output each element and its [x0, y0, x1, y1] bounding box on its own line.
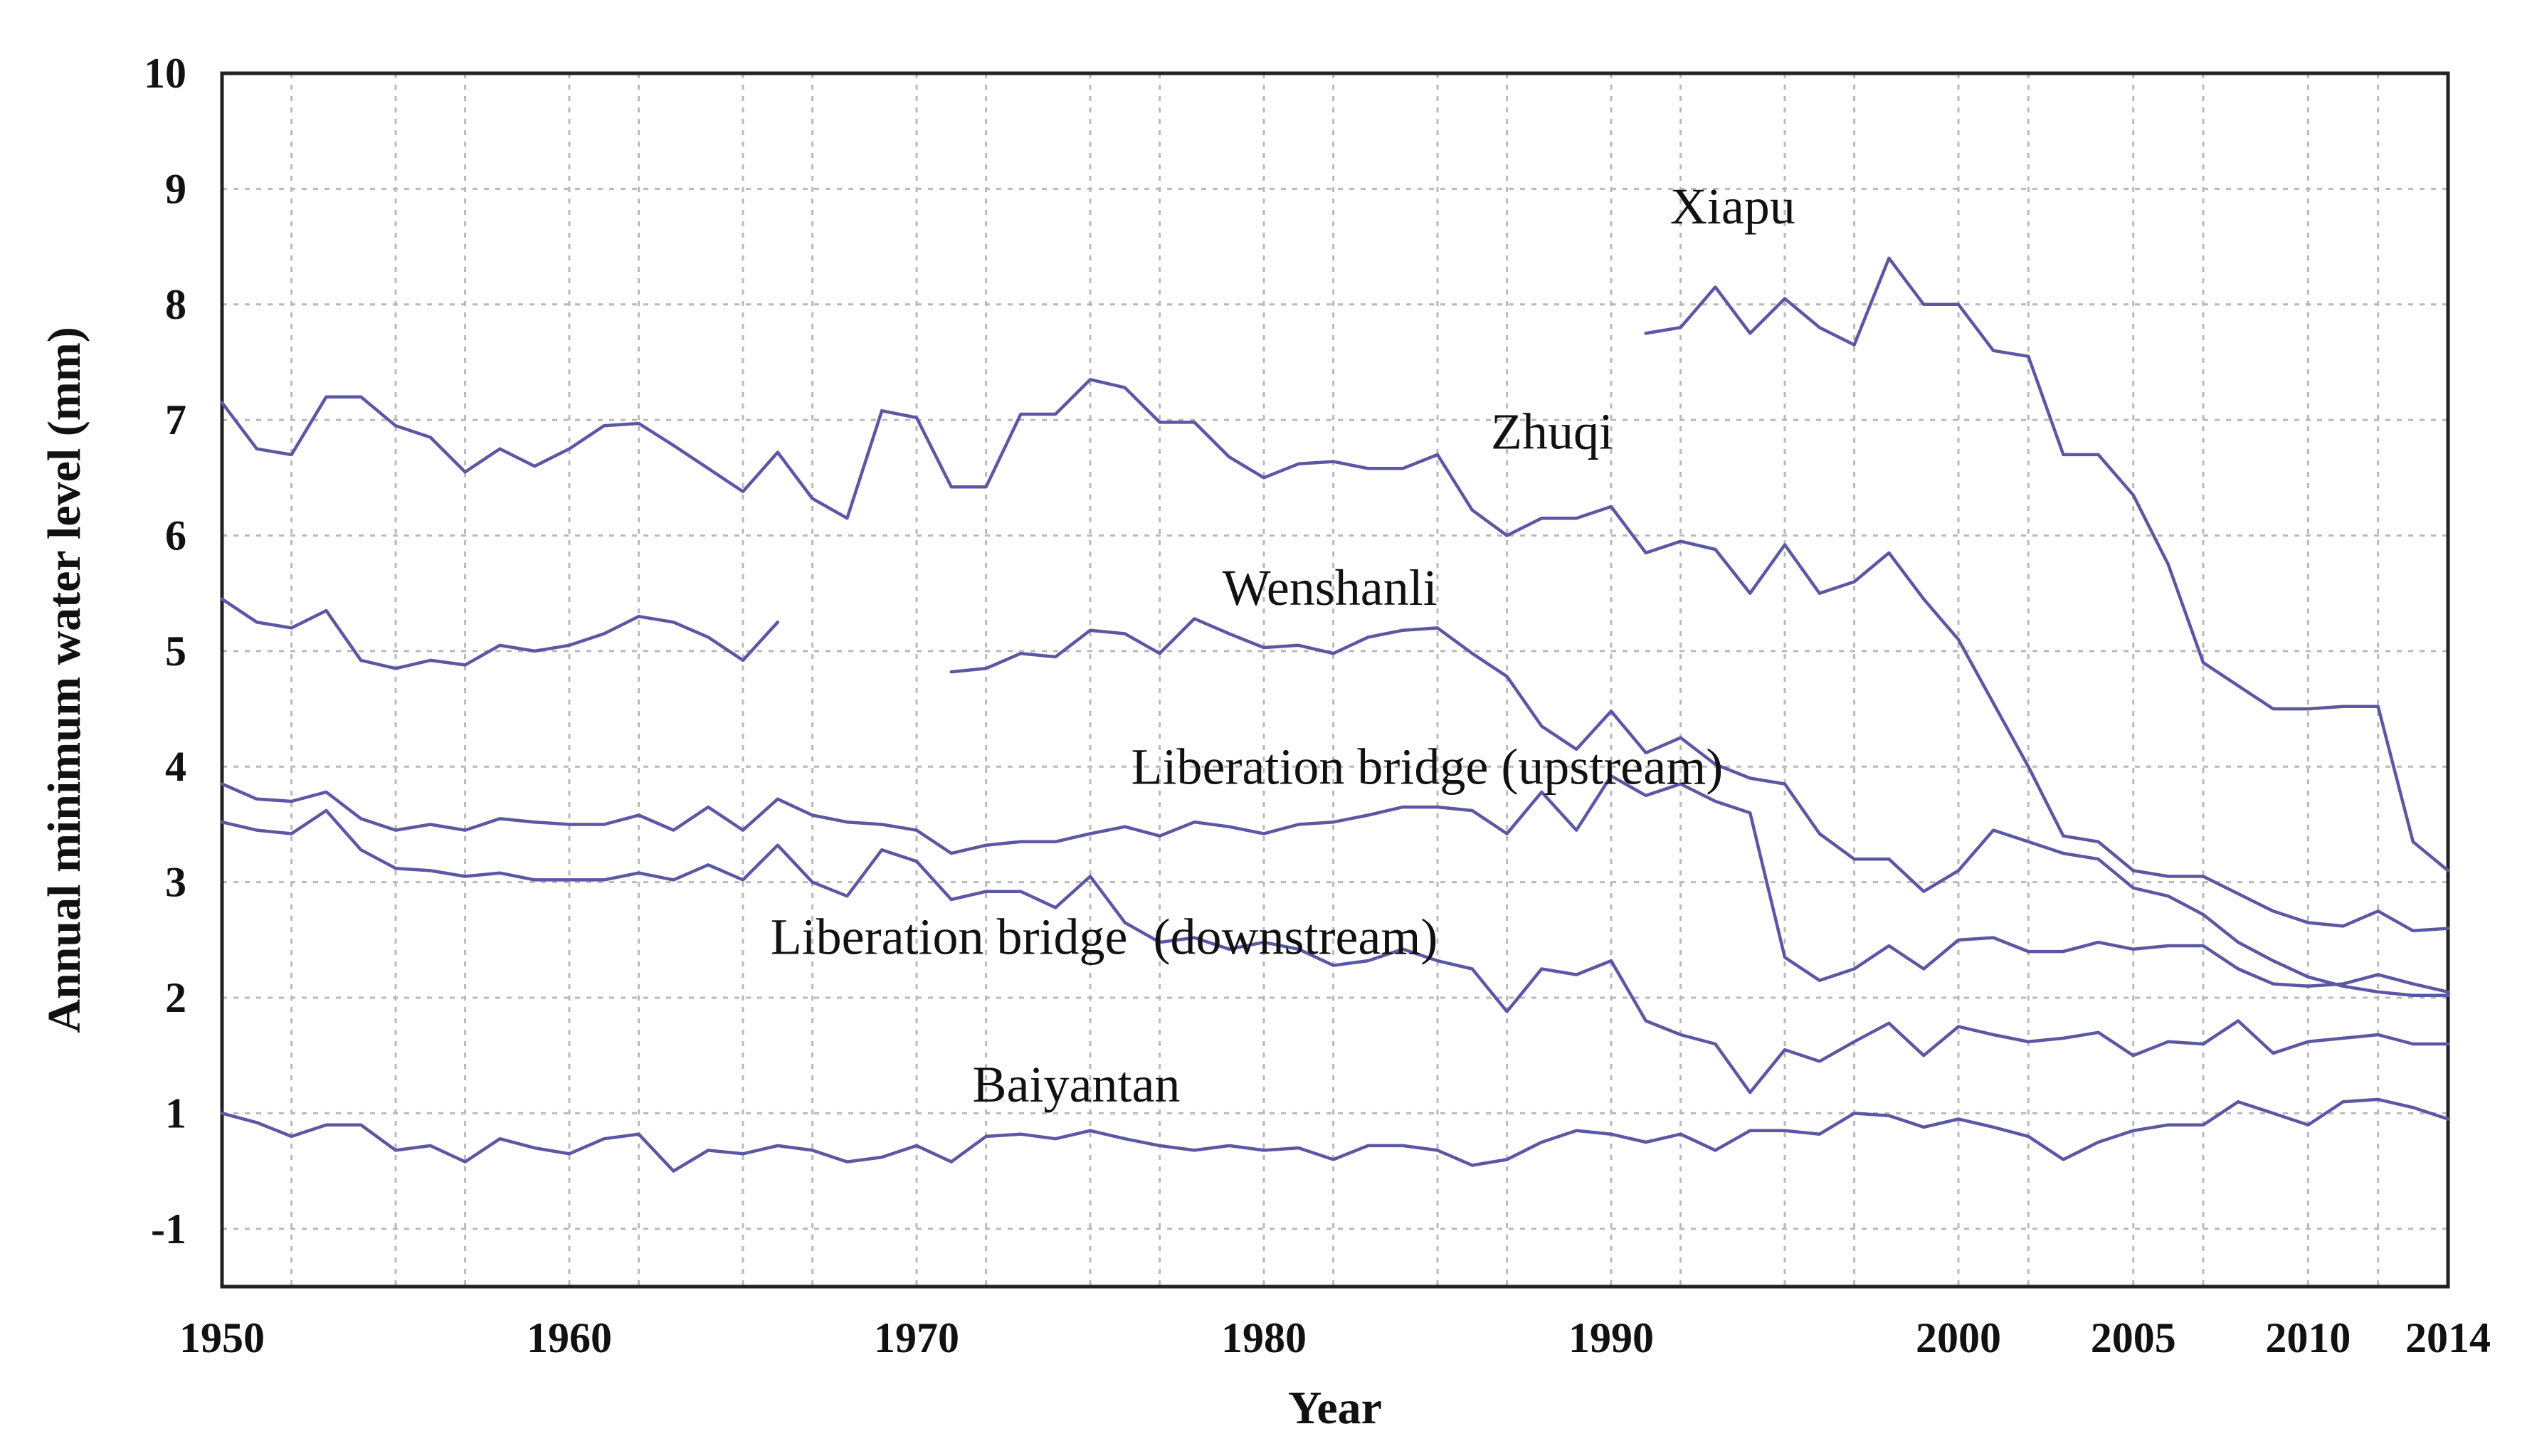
x-tick-label: 2014 — [2405, 1314, 2491, 1361]
series-line-wenshanli — [949, 617, 2450, 998]
y-tick-label: 8 — [165, 281, 186, 328]
x-axis-ticks: 1950 1960 1970 1980 1990 2000 2005 2010 2014 — [179, 1314, 2491, 1361]
grid-lines — [222, 72, 2448, 1287]
series-line-liberation-bridge-upstream — [220, 774, 2450, 994]
y-tick-label: 9 — [165, 165, 186, 212]
series-label-liberation-bridge-upstream: Liberation bridge (upstream) — [1132, 739, 1724, 796]
series-labels: Xiapu Zhuqi Wenshanli Liberation bridge (up… — [771, 178, 1795, 1113]
series-line-xiapu — [1644, 256, 2450, 872]
series-lines — [220, 256, 2450, 1173]
series-label-baiyantan: Baiyantan — [973, 1056, 1181, 1113]
x-tick-label: 2005 — [2091, 1314, 2176, 1361]
y-tick-label: 7 — [165, 396, 186, 443]
y-tick-label: 4 — [165, 743, 186, 790]
series-line-wenshanli — [220, 597, 780, 670]
y-tick-label: 5 — [165, 628, 186, 675]
series-label-liberation-bridge-downstream: Liberation bridge (downstream) — [771, 908, 1438, 965]
series-label-xiapu: Xiapu — [1670, 178, 1795, 235]
y-axis-title: Annual minimum water level (mm) — [38, 327, 90, 1033]
plot-frame — [220, 71, 2450, 1289]
x-tick-label: 1970 — [874, 1314, 959, 1361]
y-tick-label: -1 — [151, 1206, 186, 1252]
y-tick-label: 2 — [165, 974, 186, 1021]
x-tick-label: 1990 — [1568, 1314, 1654, 1361]
series-line-liberation-bridge-downstream — [220, 808, 2450, 1094]
x-tick-label: 2000 — [1916, 1314, 2001, 1361]
x-tick-label: 1950 — [179, 1314, 265, 1361]
y-tick-label: 1 — [165, 1090, 186, 1136]
series-label-wenshanli: Wenshanli — [1223, 559, 1438, 616]
x-tick-label: 2010 — [2265, 1314, 2351, 1361]
y-axis-ticks: 10 9 8 7 6 5 4 3 2 1 -1 — [144, 50, 186, 1252]
series-line-zhuqi — [220, 378, 2450, 933]
series-label-zhuqi: Zhuqi — [1491, 403, 1613, 460]
x-tick-label: 1960 — [527, 1314, 612, 1361]
y-tick-label: 10 — [144, 50, 186, 97]
x-axis-title: Year — [1288, 1382, 1382, 1434]
x-tick-label: 1980 — [1221, 1314, 1307, 1361]
y-tick-label: 6 — [165, 512, 186, 559]
y-tick-label: 3 — [165, 859, 186, 906]
series-line-baiyantan — [220, 1097, 2450, 1173]
